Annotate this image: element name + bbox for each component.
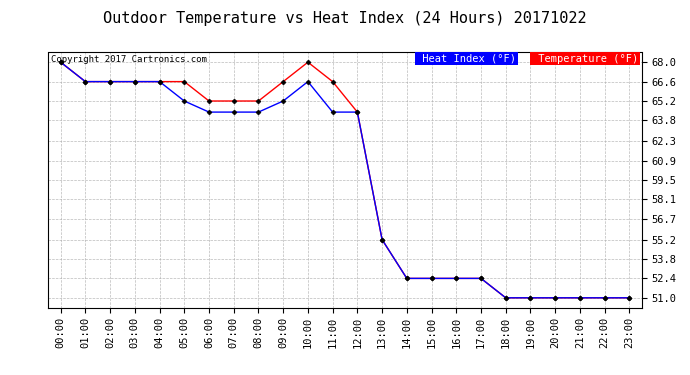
Text: Heat Index (°F): Heat Index (°F) — [416, 54, 516, 64]
Text: Outdoor Temperature vs Heat Index (24 Hours) 20171022: Outdoor Temperature vs Heat Index (24 Ho… — [104, 11, 586, 26]
Text: Temperature (°F): Temperature (°F) — [532, 54, 638, 64]
Text: Copyright 2017 Cartronics.com: Copyright 2017 Cartronics.com — [51, 55, 207, 64]
